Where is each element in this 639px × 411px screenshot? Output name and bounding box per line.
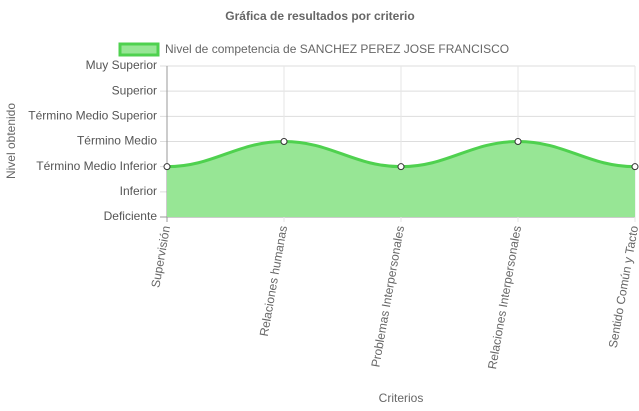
legend-label: Nivel de competencia de SANCHEZ PEREZ JO…	[165, 42, 509, 56]
point	[397, 163, 405, 171]
y-tick-label: Término Medio	[77, 134, 157, 148]
x-axis-title: Criterios	[379, 391, 424, 405]
x-tick-label: Relaciones humanas	[257, 225, 290, 338]
y-tick-label: Muy Superior	[86, 58, 157, 72]
y-tick-label: Superior	[112, 83, 157, 97]
y-tick-label: Término Medio Superior	[28, 109, 157, 123]
legend-swatch	[118, 42, 160, 57]
area-fill	[167, 141, 635, 217]
x-tick-label: Problemas Interpersonales	[368, 225, 407, 369]
point	[280, 138, 288, 145]
point	[163, 163, 171, 171]
x-tick-label: Relaciones Interpersonales	[485, 225, 524, 371]
chart-title: Gráfica de resultados por criterio	[225, 9, 414, 23]
y-tick-label: Inferior	[120, 184, 157, 198]
point	[514, 138, 522, 145]
y-tick-label: Término Medio Inferior	[36, 159, 157, 173]
point	[631, 163, 639, 171]
y-tick-label: Deficiente	[104, 209, 158, 223]
y-axis-title: Nivel obtenido	[4, 103, 18, 179]
x-tick-label: Sentido Común y Tacto	[606, 224, 639, 349]
x-tick-label: Supervisión	[148, 225, 173, 289]
